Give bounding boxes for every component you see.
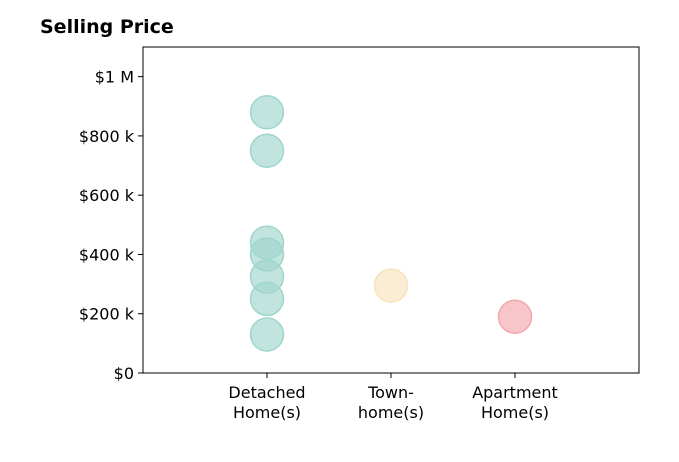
data-point [249,94,285,130]
y-tick-label: $200 k [79,305,135,324]
chart-title: Selling Price [40,16,174,38]
y-tick-label: $800 k [79,127,135,146]
data-point [249,317,285,352]
data-points [249,94,533,352]
data-point [373,268,409,303]
x-tick-label: Town-home(s) [358,383,424,422]
data-point [249,281,285,317]
y-tick-label: $600 k [79,186,135,205]
y-axis: $0 $200 k $400 k $600 k $800 k $1 M [79,68,143,383]
y-tick-label: $400 k [79,245,135,264]
y-tick-label: $0 [114,364,134,383]
x-axis: Detached Home(s) Town-home(s) Apartment Home… [228,373,558,422]
data-point [249,133,285,168]
x-tick-label: Detached Home(s) [228,383,305,422]
x-tick-label: Apartment Home(s) [472,383,558,422]
data-point [497,299,533,334]
y-tick-label: $1 M [95,68,134,87]
plot-frame [142,46,640,374]
